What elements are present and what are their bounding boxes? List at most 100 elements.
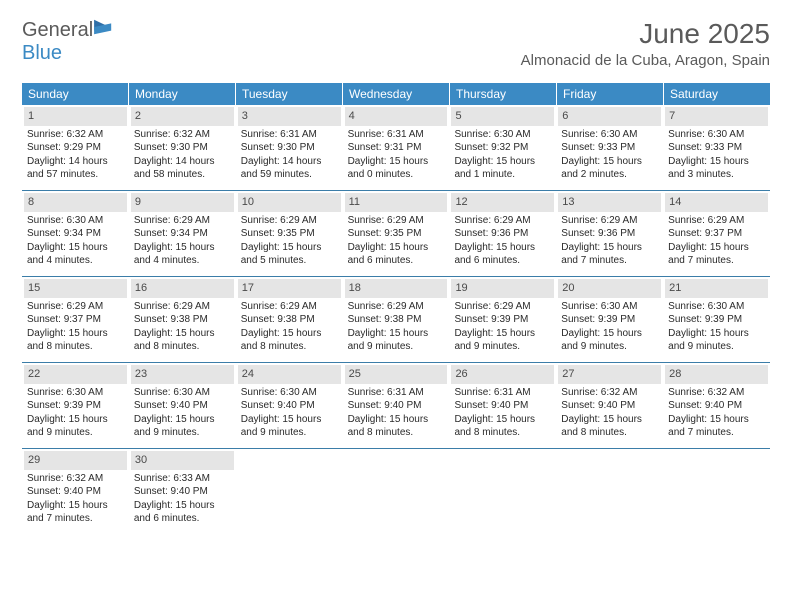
day-number: 30 — [131, 451, 234, 470]
day-number: 26 — [451, 365, 554, 384]
day-cell: 2Sunrise: 6:32 AMSunset: 9:30 PMDaylight… — [129, 105, 236, 190]
day-cell — [556, 449, 663, 535]
day-number: 24 — [238, 365, 341, 384]
day-details: Sunrise: 6:30 AMSunset: 9:33 PMDaylight:… — [558, 128, 661, 182]
day-number: 25 — [345, 365, 448, 384]
day-number: 3 — [238, 107, 341, 126]
day-details: Sunrise: 6:29 AMSunset: 9:37 PMDaylight:… — [24, 300, 127, 354]
logo-text-general: General — [22, 19, 93, 41]
day-number: 23 — [131, 365, 234, 384]
header: General Blue June 2025 Almonacid de la C… — [0, 0, 792, 75]
day-details: Sunrise: 6:29 AMSunset: 9:37 PMDaylight:… — [665, 214, 768, 268]
day-details: Sunrise: 6:30 AMSunset: 9:32 PMDaylight:… — [451, 128, 554, 182]
day-number: 20 — [558, 279, 661, 298]
day-details: Sunrise: 6:29 AMSunset: 9:36 PMDaylight:… — [451, 214, 554, 268]
day-details: Sunrise: 6:29 AMSunset: 9:38 PMDaylight:… — [345, 300, 448, 354]
day-number: 6 — [558, 107, 661, 126]
day-number: 8 — [24, 193, 127, 212]
day-details: Sunrise: 6:29 AMSunset: 9:35 PMDaylight:… — [238, 214, 341, 268]
month-title: June 2025 — [521, 18, 770, 50]
day-details: Sunrise: 6:29 AMSunset: 9:39 PMDaylight:… — [451, 300, 554, 354]
day-cell: 11 Sunrise: 6:29 AMSunset: 9:35 PMDayligh… — [343, 191, 450, 276]
day-cell: 23 Sunrise: 6:30 AMSunset: 9:40 PMDayligh… — [129, 363, 236, 448]
flag-icon — [93, 18, 115, 36]
day-details: Sunrise: 6:29 AMSunset: 9:34 PMDaylight:… — [131, 214, 234, 268]
day-cell: 20 Sunrise: 6:30 AMSunset: 9:39 PMDayligh… — [556, 277, 663, 362]
day-cell — [236, 449, 343, 535]
day-cell: 9 Sunrise: 6:29 AMSunset: 9:34 PMDaylight… — [129, 191, 236, 276]
day-number: 9 — [131, 193, 234, 212]
day-number: 27 — [558, 365, 661, 384]
calendar: SundayMondayTuesdayWednesdayThursdayFrid… — [22, 83, 770, 535]
day-cell: 12 Sunrise: 6:29 AMSunset: 9:36 PMDayligh… — [449, 191, 556, 276]
day-cell: 19 Sunrise: 6:29 AMSunset: 9:39 PMDayligh… — [449, 277, 556, 362]
weeks-grid: 1 Sunrise: 6:32 AMSunset: 9:29 PMDaylight… — [22, 105, 770, 535]
day-details: Sunrise: 6:29 AMSunset: 9:36 PMDaylight:… — [558, 214, 661, 268]
day-details: Sunrise: 6:30 AMSunset: 9:40 PMDaylight:… — [131, 386, 234, 440]
day-cell: 10 Sunrise: 6:29 AMSunset: 9:35 PMDayligh… — [236, 191, 343, 276]
logo-text-blue: Blue — [22, 42, 62, 64]
day-number: 11 — [345, 193, 448, 212]
weekday-header: Sunday — [22, 83, 129, 105]
location: Almonacid de la Cuba, Aragon, Spain — [521, 52, 770, 69]
day-cell: 17 Sunrise: 6:29 AMSunset: 9:38 PMDayligh… — [236, 277, 343, 362]
weekday-header: Saturday — [664, 83, 770, 105]
day-cell — [663, 449, 770, 535]
day-number: 10 — [238, 193, 341, 212]
day-cell: 3 Sunrise: 6:31 AMSunset: 9:30 PMDaylight… — [236, 105, 343, 190]
day-details: Sunrise: 6:30 AMSunset: 9:40 PMDaylight:… — [238, 386, 341, 440]
day-cell — [343, 449, 450, 535]
weekday-header: Wednesday — [343, 83, 450, 105]
day-cell: 25Sunrise: 6:31 AMSunset: 9:40 PMDayligh… — [343, 363, 450, 448]
day-number: 7 — [665, 107, 768, 126]
day-details: Sunrise: 6:32 AMSunset: 9:40 PMDaylight:… — [665, 386, 768, 440]
day-number: 13 — [558, 193, 661, 212]
day-cell: 28 Sunrise: 6:32 AMSunset: 9:40 PMDayligh… — [663, 363, 770, 448]
day-details: Sunrise: 6:30 AMSunset: 9:39 PMDaylight:… — [558, 300, 661, 354]
day-details: Sunrise: 6:33 AMSunset: 9:40 PMDaylight:… — [131, 472, 234, 526]
day-cell: 30 Sunrise: 6:33 AMSunset: 9:40 PMDayligh… — [129, 449, 236, 535]
day-number: 2 — [131, 107, 234, 126]
day-details: Sunrise: 6:29 AMSunset: 9:38 PMDaylight:… — [131, 300, 234, 354]
day-number: 19 — [451, 279, 554, 298]
day-cell: 15 Sunrise: 6:29 AMSunset: 9:37 PMDayligh… — [22, 277, 129, 362]
weekday-header: Friday — [557, 83, 664, 105]
day-cell: 8Sunrise: 6:30 AMSunset: 9:34 PMDaylight… — [22, 191, 129, 276]
day-details: Sunrise: 6:29 AMSunset: 9:38 PMDaylight:… — [238, 300, 341, 354]
week-row: 22Sunrise: 6:30 AMSunset: 9:39 PMDayligh… — [22, 363, 770, 449]
day-cell: 13 Sunrise: 6:29 AMSunset: 9:36 PMDayligh… — [556, 191, 663, 276]
weekday-row: SundayMondayTuesdayWednesdayThursdayFrid… — [22, 83, 770, 105]
day-number: 1 — [24, 107, 127, 126]
day-details: Sunrise: 6:32 AMSunset: 9:29 PMDaylight:… — [24, 128, 127, 182]
day-cell: 22Sunrise: 6:30 AMSunset: 9:39 PMDayligh… — [22, 363, 129, 448]
day-details: Sunrise: 6:30 AMSunset: 9:39 PMDaylight:… — [665, 300, 768, 354]
week-row: 29 Sunrise: 6:32 AMSunset: 9:40 PMDayligh… — [22, 449, 770, 535]
day-number: 28 — [665, 365, 768, 384]
weekday-header: Monday — [129, 83, 236, 105]
day-number: 21 — [665, 279, 768, 298]
day-cell: 5Sunrise: 6:30 AMSunset: 9:32 PMDaylight… — [449, 105, 556, 190]
week-row: 15 Sunrise: 6:29 AMSunset: 9:37 PMDayligh… — [22, 277, 770, 363]
day-details: Sunrise: 6:31 AMSunset: 9:31 PMDaylight:… — [345, 128, 448, 182]
day-number: 12 — [451, 193, 554, 212]
day-number: 22 — [24, 365, 127, 384]
weekday-header: Tuesday — [236, 83, 343, 105]
day-number: 29 — [24, 451, 127, 470]
week-row: 1 Sunrise: 6:32 AMSunset: 9:29 PMDaylight… — [22, 105, 770, 191]
day-cell: 21 Sunrise: 6:30 AMSunset: 9:39 PMDayligh… — [663, 277, 770, 362]
day-cell: 4Sunrise: 6:31 AMSunset: 9:31 PMDaylight… — [343, 105, 450, 190]
day-details: Sunrise: 6:31 AMSunset: 9:30 PMDaylight:… — [238, 128, 341, 182]
day-details: Sunrise: 6:30 AMSunset: 9:33 PMDaylight:… — [665, 128, 768, 182]
day-cell: 1 Sunrise: 6:32 AMSunset: 9:29 PMDaylight… — [22, 105, 129, 190]
day-number: 18 — [345, 279, 448, 298]
day-number: 15 — [24, 279, 127, 298]
day-cell — [449, 449, 556, 535]
day-cell: 26Sunrise: 6:31 AMSunset: 9:40 PMDayligh… — [449, 363, 556, 448]
day-details: Sunrise: 6:32 AMSunset: 9:40 PMDaylight:… — [24, 472, 127, 526]
day-details: Sunrise: 6:29 AMSunset: 9:35 PMDaylight:… — [345, 214, 448, 268]
day-number: 17 — [238, 279, 341, 298]
day-cell: 27Sunrise: 6:32 AMSunset: 9:40 PMDayligh… — [556, 363, 663, 448]
logo-text: General Blue — [22, 18, 115, 65]
day-cell: 16Sunrise: 6:29 AMSunset: 9:38 PMDayligh… — [129, 277, 236, 362]
day-cell: 18 Sunrise: 6:29 AMSunset: 9:38 PMDayligh… — [343, 277, 450, 362]
